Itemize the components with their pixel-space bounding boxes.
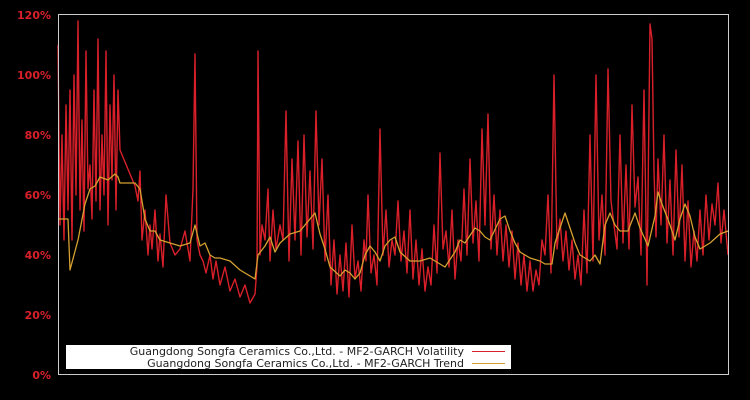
legend: Guangdong Songfa Ceramics Co.,Ltd. - MF2… xyxy=(66,345,511,370)
legend-volatility-label: Guangdong Songfa Ceramics Co.,Ltd. - MF2… xyxy=(130,345,465,358)
trend-series xyxy=(58,173,729,280)
y-axis-ticks: 0% 20% 40% 60% 80% 100% 120% xyxy=(17,9,51,382)
y-tick-label: 20% xyxy=(25,309,51,322)
legend-box xyxy=(66,345,511,369)
legend-trend-label: Guangdong Songfa Ceramics Co.,Ltd. - MF2… xyxy=(147,357,464,370)
y-tick-label: 100% xyxy=(17,69,51,82)
y-tick-label: 120% xyxy=(17,9,51,22)
y-tick-label: 80% xyxy=(25,129,51,142)
y-tick-label: 40% xyxy=(25,249,51,262)
plot-frame xyxy=(58,14,729,375)
y-tick-label: 0% xyxy=(32,369,51,382)
y-tick-label: 60% xyxy=(25,189,51,202)
series-line xyxy=(58,173,729,280)
